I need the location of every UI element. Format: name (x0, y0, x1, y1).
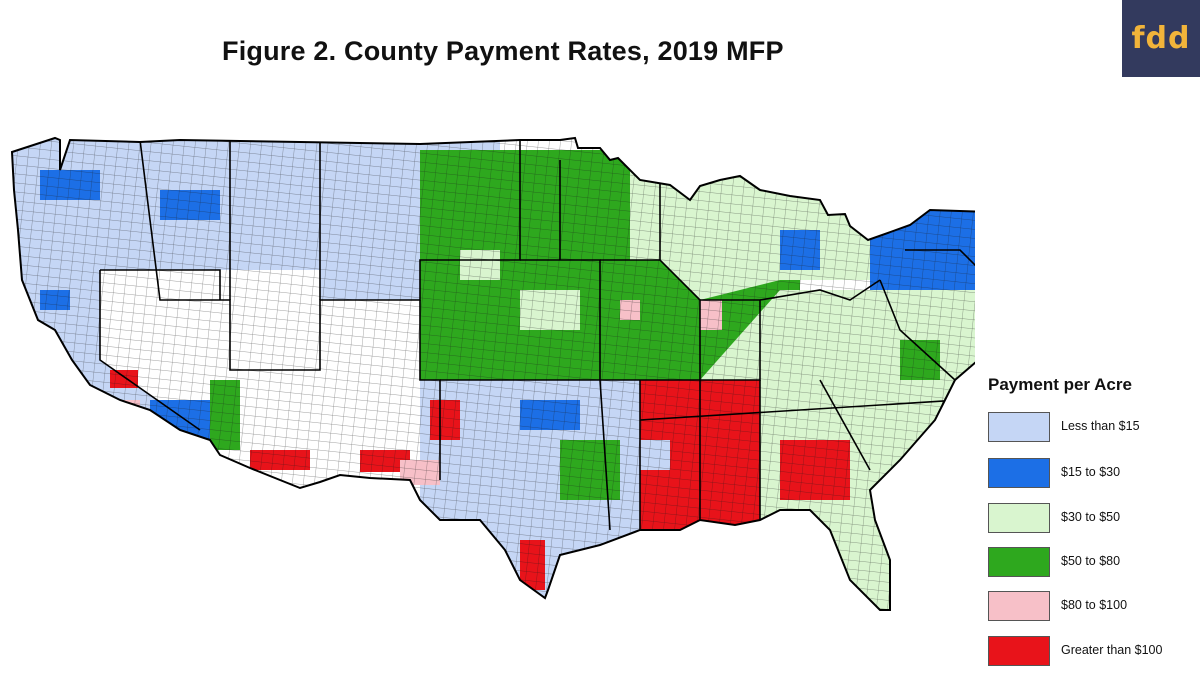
county-boundaries (12, 138, 975, 610)
legend-label: $80 to $100 (1061, 598, 1128, 612)
legend-label: Greater than $100 (1061, 643, 1163, 657)
legend-item: $15 to $30 (988, 458, 1198, 490)
fdd-logo: fdd (1122, 0, 1200, 77)
county-map (11, 137, 975, 611)
legend-item: Less than $15 (988, 412, 1198, 444)
legend-item: $30 to $50 (988, 503, 1198, 535)
state-boundaries (99, 139, 975, 531)
legend-swatch (988, 636, 1050, 666)
legend: Payment per Acre Less than $15 $15 to $30… (982, 372, 1200, 672)
map-title: Figure 2. County Payment Rates, 2019 MFP (222, 36, 784, 66)
legend-item: $80 to $100 (988, 591, 1198, 623)
legend-swatch (988, 412, 1050, 442)
legend-title: Payment per Acre (988, 375, 1132, 394)
legend-label: $15 to $30 (1061, 465, 1121, 479)
legend-item: $50 to $80 (988, 547, 1198, 579)
legend-label: Less than $15 (1061, 419, 1140, 433)
legend-swatch (988, 503, 1050, 533)
legend-label: $50 to $80 (1061, 554, 1121, 568)
legend-swatch (988, 547, 1050, 577)
legend-label: $30 to $50 (1061, 510, 1121, 524)
legend-item: Greater than $100 (988, 636, 1198, 668)
legend-swatch (988, 591, 1050, 621)
legend-swatch (988, 458, 1050, 488)
